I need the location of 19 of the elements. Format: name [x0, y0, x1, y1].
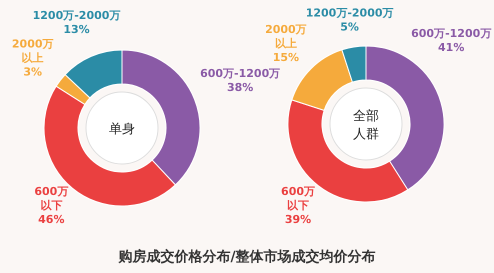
- data-label: 13%: [63, 22, 90, 36]
- data-label: 15%: [272, 50, 300, 64]
- data-label: 46%: [38, 213, 64, 226]
- slice-label: 600万以下: [34, 185, 68, 212]
- slice-label: 600万-1200万: [411, 27, 492, 40]
- slice-label: 2000万以上: [265, 22, 307, 50]
- text: 购房成交价格分布/整体市场成交均价分布: [117, 248, 376, 265]
- text: 全部人群: [353, 109, 379, 142]
- slice-label: 1200万-2000万: [306, 6, 394, 20]
- data-label: 5%: [340, 20, 359, 34]
- slice-label: 600万-1200万: [200, 67, 280, 80]
- data-label: 3%: [23, 66, 42, 79]
- slice-label: 1200万-2000万: [32, 8, 120, 22]
- data-label: 41%: [438, 41, 464, 54]
- slice-label: 2000万以上: [12, 38, 54, 65]
- slice-label: 600万以下: [281, 185, 316, 212]
- text: 单身: [109, 122, 135, 137]
- data-label: 39%: [284, 213, 312, 226]
- data-label: 38%: [226, 81, 254, 94]
